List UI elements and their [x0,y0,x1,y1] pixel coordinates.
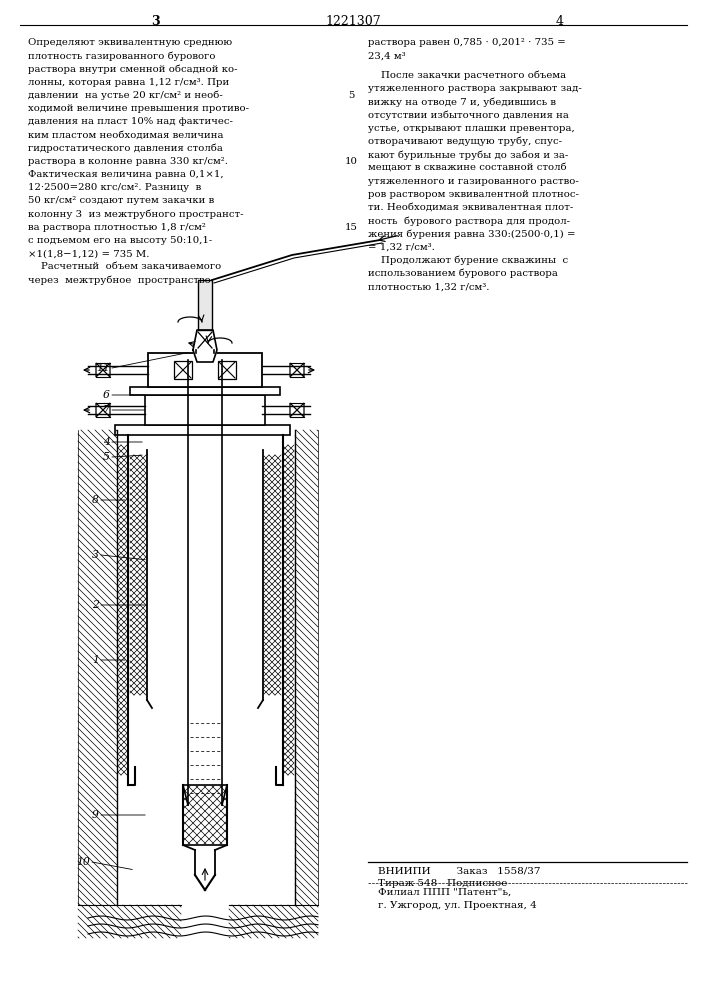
Text: 7: 7 [103,405,110,415]
Text: гидростатического давления столба: гидростатического давления столба [28,144,223,153]
Text: ходимой величине превышения противо-: ходимой величине превышения противо- [28,104,249,113]
Text: ти. Необходимая эквивалентная плот-: ти. Необходимая эквивалентная плот- [368,203,573,212]
Bar [148,353,262,387]
Text: 50 кг/см² создают путем закачки в: 50 кг/см² создают путем закачки в [28,196,214,205]
Text: с подъемом его на высоту 50:10,1˗: с подъемом его на высоту 50:10,1˗ [28,236,212,245]
Bar [218,361,236,379]
Text: ×1(1,8−1,12) = 735 М.: ×1(1,8−1,12) = 735 М. [28,249,149,258]
Polygon shape [103,363,110,377]
Text: отсутствии избыточного давления на: отсутствии избыточного давления на [368,111,569,120]
Text: раствора в колонне равна 330 кг/см².: раствора в колонне равна 330 кг/см². [28,157,228,166]
Text: 11: 11 [96,363,110,373]
Polygon shape [290,403,297,417]
Text: 15: 15 [344,223,358,232]
Text: 4: 4 [103,437,110,447]
Text: утяжеленного и газированного раство-: утяжеленного и газированного раство- [368,177,579,186]
Text: 1: 1 [92,655,99,665]
Bar [145,395,265,425]
Text: колонну 3  из межтрубного пространст-: колонну 3 из межтрубного пространст- [28,210,243,219]
Polygon shape [96,363,103,377]
Text: давления на пласт 10% над фактичес-: давления на пласт 10% над фактичес- [28,117,233,126]
Bar [174,361,192,379]
Text: После закачки расчетного объема: После закачки расчетного объема [368,71,566,81]
Text: ность  бурового раствора для продол-: ность бурового раствора для продол- [368,216,570,226]
Polygon shape [103,403,110,417]
Text: Расчетный  объем закачиваемого: Расчетный объем закачиваемого [28,262,221,271]
Text: ва раствора плотностью 1,8 г/см²: ва раствора плотностью 1,8 г/см² [28,223,206,232]
Text: 3: 3 [151,15,159,28]
Text: Продолжают бурение скважины  с: Продолжают бурение скважины с [368,256,568,265]
Bar [115,425,290,435]
Text: Филиал ППП "Патент"ь,: Филиал ППП "Патент"ь, [378,888,511,897]
Text: ров раствором эквивалентной плотнос-: ров раствором эквивалентной плотнос- [368,190,579,199]
Text: 10: 10 [76,857,90,867]
Polygon shape [290,363,297,377]
Text: 5: 5 [103,452,110,462]
Text: лонны, которая равна 1,12 г/см³. При: лонны, которая равна 1,12 г/см³. При [28,78,229,87]
Text: раствора внутри сменной обсадной ко-: раствора внутри сменной обсадной ко- [28,64,238,74]
Polygon shape [297,363,304,377]
Text: 6: 6 [103,390,110,400]
Bar [130,387,280,395]
Text: 12·2500=280 кгс/см². Разницу  в: 12·2500=280 кгс/см². Разницу в [28,183,201,192]
Text: 1221307: 1221307 [325,15,381,28]
Text: устье, открывают плашки превентора,: устье, открывают плашки превентора, [368,124,575,133]
Bar [198,280,212,330]
Text: = 1,32 г/см³.: = 1,32 г/см³. [368,243,435,252]
Polygon shape [193,330,217,362]
Text: плотностью 1,32 г/см³.: плотностью 1,32 г/см³. [368,282,489,291]
Text: утяжеленного раствора закрывают зад-: утяжеленного раствора закрывают зад- [368,84,582,93]
Text: Тираж 548   Подписное: Тираж 548 Подписное [378,879,508,888]
Text: давлении  на устье 20 кг/см² и необ-: давлении на устье 20 кг/см² и необ- [28,91,223,100]
Text: ВНИИПИ        Заказ   1558/37: ВНИИПИ Заказ 1558/37 [378,866,540,875]
Text: 4: 4 [556,15,564,28]
Text: 5: 5 [348,91,354,100]
Text: через  межтрубное  пространство: через межтрубное пространство [28,276,211,285]
Text: 2: 2 [92,600,99,610]
Text: 8: 8 [92,495,99,505]
Text: 9: 9 [92,810,99,820]
Text: 23,4 м³: 23,4 м³ [368,51,406,60]
Text: 3: 3 [92,550,99,560]
Text: 10: 10 [344,157,358,166]
Polygon shape [96,403,103,417]
Polygon shape [297,403,304,417]
Text: раствора равен 0,785 · 0,201² · 735 =: раствора равен 0,785 · 0,201² · 735 = [368,38,566,47]
Text: г. Ужгород, ул. Проектная, 4: г. Ужгород, ул. Проектная, 4 [378,901,537,910]
Text: плотность газированного бурового: плотность газированного бурового [28,51,216,61]
Text: отворачивают ведущую трубу, спус-: отворачивают ведущую трубу, спус- [368,137,562,146]
Text: жения бурения равна 330:(2500·0,1) =: жения бурения равна 330:(2500·0,1) = [368,229,575,239]
Text: Фактическая величина равна 0,1×1,: Фактическая величина равна 0,1×1, [28,170,223,179]
Text: ким пластом необходимая величина: ким пластом необходимая величина [28,130,223,139]
Text: вижку на отводе 7 и, убедившись в: вижку на отводе 7 и, убедившись в [368,97,556,107]
Text: кают бурильные трубы до забоя и за-: кают бурильные трубы до забоя и за- [368,150,568,160]
Text: использованием бурового раствора: использованием бурового раствора [368,269,558,278]
Text: мещают в скважине составной столб: мещают в скважине составной столб [368,163,566,172]
Text: Определяют эквивалентную среднюю: Определяют эквивалентную среднюю [28,38,232,47]
